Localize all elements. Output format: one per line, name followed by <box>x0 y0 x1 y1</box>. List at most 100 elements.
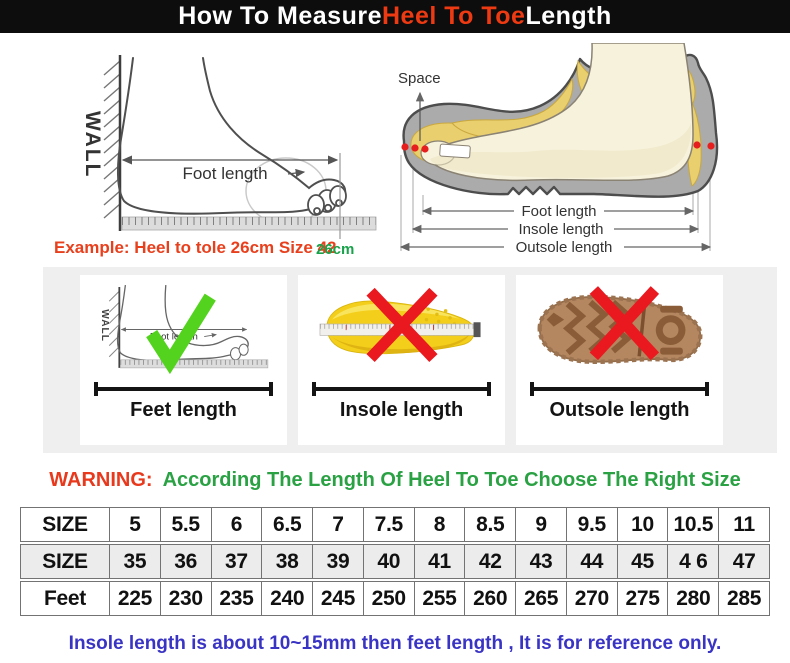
size-cell: 42 <box>465 544 517 579</box>
mini-toe <box>238 343 249 356</box>
size-cell: 10.5 <box>668 507 720 542</box>
measure-bracket <box>94 382 273 396</box>
dimension-lines <box>399 206 712 252</box>
foot-inside-shoe <box>426 43 694 182</box>
panel-insole-length: Insole length <box>298 275 505 445</box>
panel-caption: Outsole length <box>549 399 690 421</box>
space-label: Space <box>398 70 441 87</box>
size-cell: 11 <box>719 507 770 542</box>
outsole-treads <box>546 299 685 357</box>
size-cell: 255 <box>414 581 466 616</box>
insole-length-label: Insole length <box>518 221 603 238</box>
mini-wall-hatching <box>108 290 120 358</box>
size-cell: 275 <box>617 581 669 616</box>
size-cell: 285 <box>719 581 770 616</box>
size-cell: 6 <box>211 507 263 542</box>
measure-value: 26cm <box>316 241 355 258</box>
size-cell: 245 <box>313 581 364 616</box>
size-cell: 7.5 <box>363 507 415 542</box>
toes-outline <box>307 185 347 216</box>
table-row: SIZE 5 5.5 6 6.5 7 7.5 8 8.5 9 9.5 10 10.5 11 <box>20 507 770 542</box>
foot-against-wall-diagram: WALL Foot length <box>81 55 377 239</box>
size-cell: 41 <box>414 544 466 579</box>
tape-red-marks <box>345 324 434 331</box>
toenail <box>439 143 471 159</box>
row-header-cell: SIZE <box>20 544 110 579</box>
measure-bracket <box>312 382 491 396</box>
panel-outsole-length: Outsole length <box>516 275 723 445</box>
mini-wall-label: WALL <box>99 309 110 342</box>
size-cell: 235 <box>211 581 263 616</box>
size-cell: 44 <box>566 544 618 579</box>
outsole-diagram <box>537 286 702 365</box>
cross-icon <box>589 286 659 361</box>
size-cell: 8.5 <box>465 507 517 542</box>
table-row: Feet 225 230 235 240 245 250 255 260 265 270 275 280… <box>20 581 770 616</box>
size-cell: 6.5 <box>262 507 314 542</box>
panel-caption: Insole length <box>339 399 464 421</box>
size-cell: 43 <box>516 544 567 579</box>
size-cell: 36 <box>160 544 212 579</box>
size-cell: 240 <box>262 581 314 616</box>
example-text: Example: Heel to tole 26cm Size 42 <box>54 238 337 257</box>
panel-feet-length: WALL Foot length Feet length <box>80 275 287 445</box>
cross-icon <box>365 287 438 362</box>
size-cell: 39 <box>313 544 364 579</box>
table-row: SIZE 35 36 37 38 39 40 41 42 43 44 45 4 6 47 <box>20 544 770 579</box>
insole-diagram <box>319 287 481 362</box>
foot-length-label: Foot length <box>182 164 267 183</box>
size-cell: 47 <box>719 544 770 579</box>
size-cell: 265 <box>516 581 567 616</box>
measure-point-dots <box>401 141 715 153</box>
warning-prefix: WARNING: <box>49 469 153 491</box>
small-arrow <box>287 168 306 178</box>
size-cell: 260 <box>465 581 517 616</box>
panel-caption: Feet length <box>130 399 237 421</box>
row-header-cell: SIZE <box>20 507 110 542</box>
measure-diagrams-section: WALL Foot length Example: Heel to tole 2… <box>0 33 790 267</box>
shoe-cross-section-diagram: Space Foot length Insole length Outsole … <box>398 43 719 256</box>
mini-small-arrow <box>203 333 217 338</box>
size-cell: 250 <box>363 581 415 616</box>
measure-bracket <box>530 382 709 396</box>
wall-label: WALL <box>81 111 104 178</box>
foot-shading <box>430 123 692 178</box>
size-cell: 280 <box>668 581 720 616</box>
footnote: Insole length is about 10~15mm then feet… <box>68 633 722 654</box>
title-bar: How To Measure Heel To Toe Length <box>0 0 790 33</box>
size-cell: 37 <box>211 544 263 579</box>
wall-hatching <box>103 60 121 219</box>
size-cell: 10 <box>617 507 669 542</box>
title-highlight: Heel To Toe <box>381 2 526 30</box>
mini-foot-length-label: Foot length <box>149 332 197 343</box>
checkmark-icon <box>145 293 216 375</box>
size-conversion-table: SIZE 5 5.5 6 6.5 7 7.5 8 8.5 9 9.5 10 10.5 11 SIZE 35 36… <box>20 505 770 618</box>
outsole-rim-studs <box>537 294 702 365</box>
warning-line: WARNING: According The Length Of Heel To … <box>0 469 790 492</box>
size-cell: 5.5 <box>160 507 212 542</box>
size-cell: 38 <box>262 544 314 579</box>
row-header-cell: Feet <box>20 581 110 616</box>
size-cell: 45 <box>617 544 669 579</box>
size-cell: 230 <box>160 581 212 616</box>
warning-message: According The Length Of Heel To Toe Choo… <box>162 469 741 491</box>
size-cell: 270 <box>566 581 618 616</box>
size-cell: 35 <box>110 544 161 579</box>
outsole-length-label: Outsole length <box>516 239 613 256</box>
size-cell: 40 <box>363 544 415 579</box>
title-suffix: Length <box>525 2 612 30</box>
insole-highlight <box>331 303 460 320</box>
mini-foot-diagram: WALL Foot length <box>99 284 268 375</box>
size-cell: 4 6 <box>668 544 720 579</box>
size-cell: 5 <box>110 507 161 542</box>
size-table-body: SIZE 5 5.5 6 6.5 7 7.5 8 8.5 9 9.5 10 10.5 11 SIZE 35 36… <box>20 507 770 616</box>
insole-shade <box>331 333 470 354</box>
size-cell: 9 <box>516 507 567 542</box>
tape-end <box>473 322 481 338</box>
title-prefix: How To Measure <box>178 2 382 30</box>
size-cell: 9.5 <box>566 507 618 542</box>
size-cell: 7 <box>313 507 364 542</box>
method-panels-strip: WALL Foot length Feet length <box>43 267 777 453</box>
size-cell: 225 <box>110 581 161 616</box>
size-cell: 8 <box>414 507 466 542</box>
